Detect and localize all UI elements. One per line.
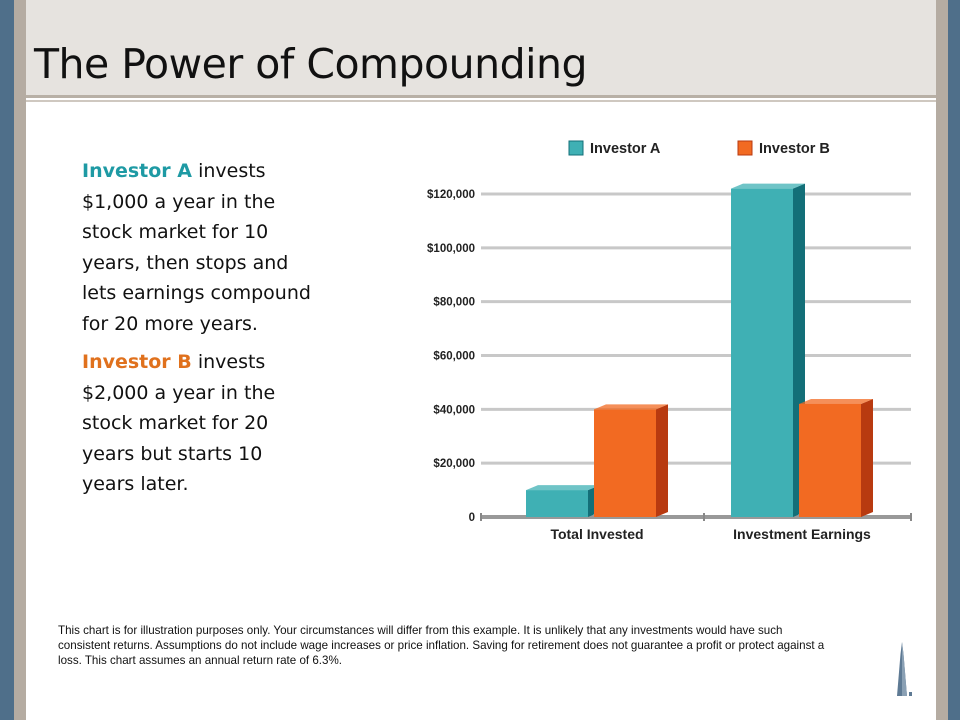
right-frame-border <box>948 0 960 720</box>
legend-swatch <box>737 140 753 156</box>
y-tick-label: $20,000 <box>433 458 475 470</box>
bar-side <box>656 404 668 517</box>
y-tick-label: $40,000 <box>433 404 475 416</box>
bar-top <box>799 398 873 404</box>
bar-top <box>731 183 805 189</box>
investor-a-text: invests $1,000 a year in the stock marke… <box>82 160 311 335</box>
pyramid-logo-icon <box>897 642 912 696</box>
slide: The Power of Compounding Investor A inve… <box>26 0 936 720</box>
bar-top <box>594 404 668 410</box>
y-tick-label: $100,000 <box>427 243 475 255</box>
bar <box>799 403 861 517</box>
bar-top <box>526 485 600 491</box>
slide-title: The Power of Compounding <box>34 40 588 88</box>
investor-a-name: Investor A <box>82 160 193 182</box>
y-tick-label: $60,000 <box>433 351 475 363</box>
bar <box>731 188 793 517</box>
x-category-label: Total Invested <box>550 526 643 542</box>
investor-a-paragraph: Investor A invests $1,000 a year in the … <box>82 156 317 339</box>
y-tick-label: $80,000 <box>433 297 475 309</box>
compounding-bar-chart: 0 $20,000 $40,000 $60,000 $80,000 $100,000 $12… <box>427 140 912 542</box>
title-band: The Power of Compounding <box>26 0 936 102</box>
legend-label: Investor B <box>759 141 830 157</box>
description: Investor A invests $1,000 a year in the … <box>82 156 317 508</box>
disclaimer-text: This chart is for illustration purposes … <box>58 624 825 667</box>
left-frame-inner <box>14 0 26 720</box>
y-tick-label: 0 <box>469 512 475 524</box>
legend-label: Investor A <box>590 141 661 157</box>
legend-swatch <box>568 140 584 156</box>
left-frame-border <box>0 0 14 720</box>
investor-b-name: Investor B <box>82 351 192 373</box>
investor-b-paragraph: Investor B invests $2,000 a year in the … <box>82 347 317 500</box>
right-frame-inner <box>936 0 948 720</box>
x-category-label: Investment Earnings <box>733 526 871 542</box>
bar <box>594 409 656 517</box>
bar-side <box>861 398 873 517</box>
investor-b-text: invests $2,000 a year in the stock marke… <box>82 351 276 495</box>
bar <box>526 490 588 517</box>
y-tick-label: $120,000 <box>427 189 475 201</box>
title-divider <box>26 100 936 102</box>
